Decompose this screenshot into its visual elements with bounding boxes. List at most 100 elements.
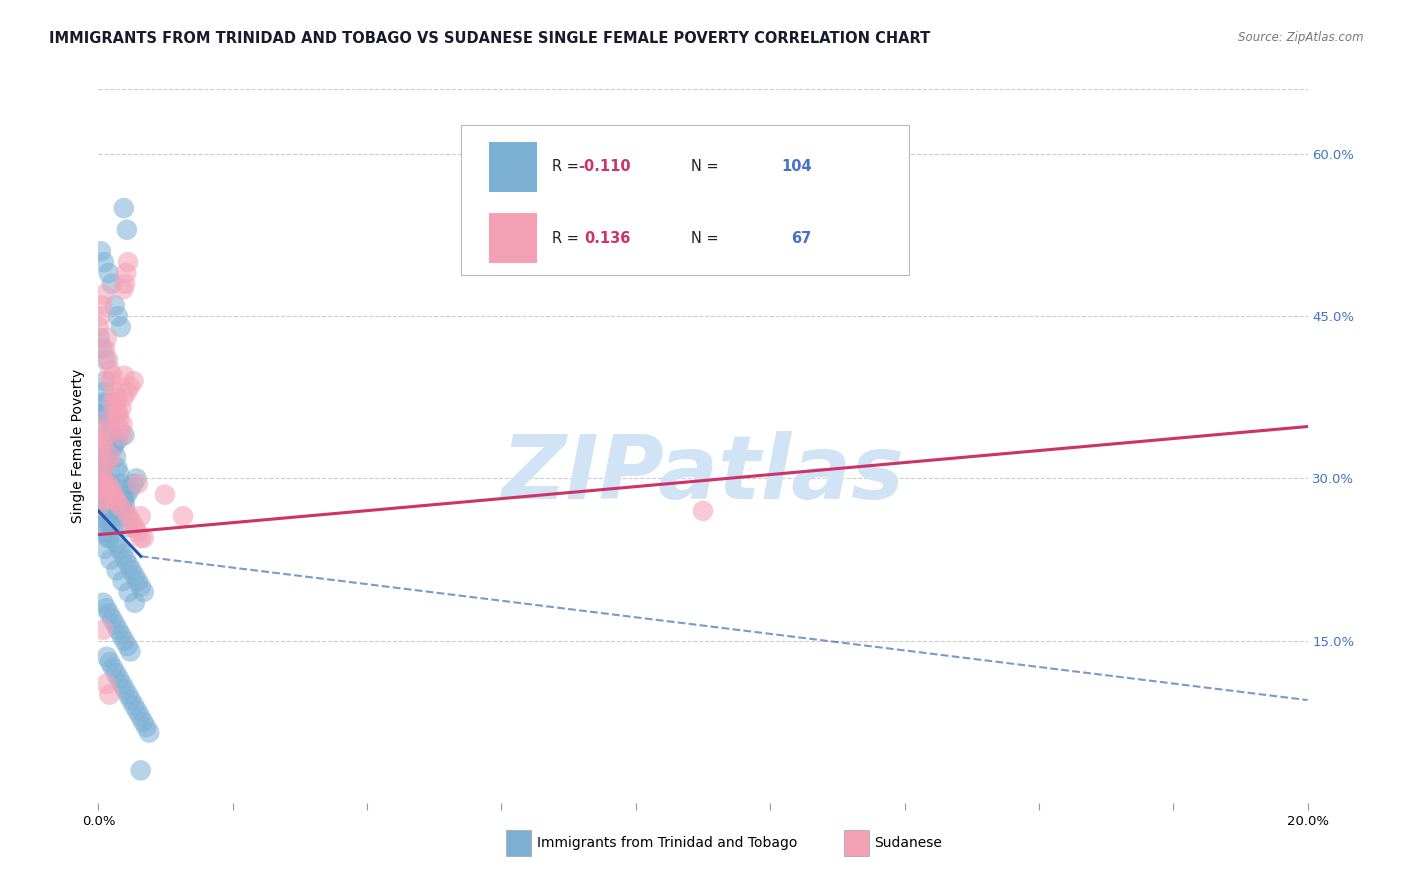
Point: [118, 379, 141, 393]
Point: [115, 384, 138, 399]
Point: [91, 396, 114, 410]
Point: [93, 493, 115, 508]
Point: [105, 563, 128, 577]
Point: [100, 552, 122, 566]
Point: [112, 493, 135, 508]
Point: [129, 764, 152, 778]
Point: [118, 482, 141, 496]
Point: [94, 525, 117, 540]
Point: [100, 476, 122, 491]
Text: R =: R =: [553, 160, 583, 175]
Point: [129, 709, 152, 723]
Point: [117, 688, 139, 702]
Point: [132, 531, 155, 545]
Point: [108, 672, 131, 686]
Point: [101, 428, 124, 442]
Point: [138, 725, 160, 739]
Point: [96, 455, 118, 469]
Point: [117, 255, 139, 269]
Point: [115, 509, 138, 524]
Point: [91, 471, 114, 485]
Point: [121, 515, 143, 529]
Point: [118, 585, 141, 599]
Point: [90, 476, 112, 491]
Point: [94, 374, 117, 388]
Point: [110, 628, 132, 642]
Point: [107, 310, 129, 324]
Point: [97, 476, 120, 491]
Point: [114, 504, 136, 518]
Point: [94, 352, 117, 367]
Point: [100, 423, 122, 437]
Point: [153, 488, 176, 502]
Point: [100, 374, 122, 388]
Point: [90, 520, 112, 534]
Point: [91, 342, 114, 356]
Point: [112, 368, 135, 383]
Point: [107, 407, 129, 421]
Point: [94, 450, 117, 464]
Point: [101, 368, 124, 383]
Text: R =: R =: [553, 231, 583, 246]
Point: [125, 471, 148, 485]
Point: [114, 499, 136, 513]
Point: [93, 471, 115, 485]
Point: [89, 407, 111, 421]
Point: [98, 531, 121, 545]
Point: [118, 558, 141, 572]
Point: [100, 450, 122, 464]
Point: [91, 298, 114, 312]
Point: [117, 520, 139, 534]
Point: [90, 476, 112, 491]
Text: -0.110: -0.110: [578, 160, 630, 175]
Point: [93, 287, 115, 301]
Point: [91, 460, 114, 475]
Point: [108, 541, 131, 556]
Point: [97, 531, 120, 545]
Point: [105, 434, 128, 448]
Point: [124, 568, 146, 582]
Point: [104, 493, 127, 508]
Point: [124, 596, 146, 610]
Bar: [489, 142, 537, 192]
Point: [110, 499, 132, 513]
Point: [93, 499, 115, 513]
Point: [118, 509, 141, 524]
Point: [112, 201, 135, 215]
Point: [112, 633, 135, 648]
Point: [97, 407, 120, 421]
Point: [112, 428, 135, 442]
Point: [90, 482, 112, 496]
Point: [105, 390, 128, 404]
Point: [135, 720, 157, 734]
Text: N =: N =: [690, 160, 723, 175]
Point: [110, 320, 132, 334]
Point: [94, 423, 117, 437]
Point: [87, 417, 110, 432]
Point: [108, 466, 131, 480]
Point: [87, 320, 110, 334]
Point: [172, 509, 194, 524]
Point: [111, 482, 134, 496]
Point: [97, 444, 120, 458]
Point: [98, 488, 121, 502]
Point: [120, 644, 142, 658]
Point: [122, 476, 145, 491]
Point: [91, 434, 114, 448]
Point: [105, 460, 128, 475]
Text: Immigrants from Trinidad and Tobago: Immigrants from Trinidad and Tobago: [537, 836, 797, 850]
Point: [104, 509, 127, 524]
Point: [90, 244, 112, 259]
Point: [98, 688, 121, 702]
Point: [96, 428, 118, 442]
Text: 0.136: 0.136: [583, 231, 630, 246]
Point: [98, 655, 121, 669]
FancyBboxPatch shape: [461, 125, 908, 275]
Point: [114, 552, 136, 566]
Point: [107, 623, 129, 637]
Point: [127, 704, 149, 718]
Point: [93, 541, 115, 556]
Point: [104, 450, 127, 464]
Point: [103, 488, 125, 502]
Point: [111, 574, 134, 589]
